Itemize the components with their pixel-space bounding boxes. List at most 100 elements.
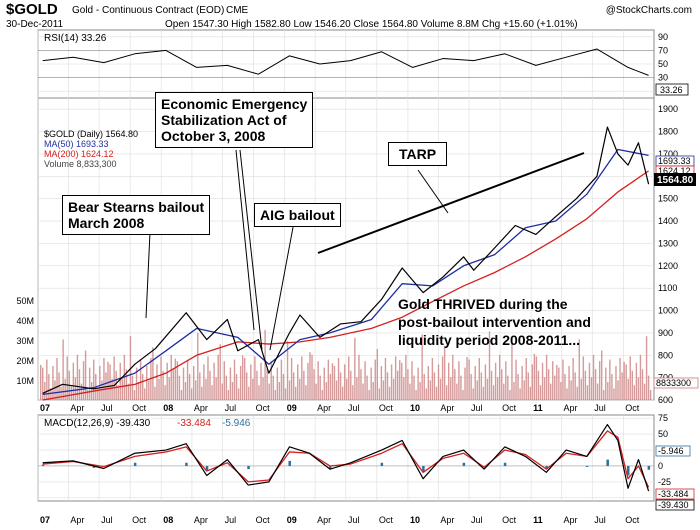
volume-bar <box>472 388 474 400</box>
macd-tick-label: -25 <box>658 477 671 487</box>
volume-bar <box>148 380 150 400</box>
volume-bar <box>244 358 246 400</box>
volume-bar <box>411 361 413 400</box>
volume-bar <box>329 374 332 400</box>
volume-bar <box>323 367 325 400</box>
volume-bar <box>207 356 209 400</box>
volume-bar <box>439 378 442 400</box>
price-legend-ma50: MA(50) 1693.33 <box>44 139 109 149</box>
volume-bar <box>205 378 207 400</box>
volume-bar <box>460 375 462 400</box>
volume-bar <box>219 344 221 400</box>
volume-bar <box>531 364 534 400</box>
volume-bar <box>490 370 493 400</box>
volume-bar <box>80 383 83 400</box>
volume-bar <box>554 375 556 400</box>
volume-bar <box>239 366 242 400</box>
volume-tick-label: 40M <box>16 316 34 326</box>
volume-bar <box>76 354 79 400</box>
volume-bar <box>517 374 519 400</box>
volume-bar <box>144 388 146 400</box>
volume-bar <box>156 364 158 400</box>
volume-bar <box>647 375 650 400</box>
macd-histogram-bar <box>288 460 291 466</box>
volume-bar <box>188 374 191 400</box>
volume-bar <box>66 356 68 400</box>
stabilization-act-pointer-2 <box>239 149 263 351</box>
volume-bar <box>543 377 546 400</box>
volume-bar <box>176 361 179 400</box>
volume-bar <box>262 377 264 400</box>
price-legend-volume: Volume 8,833,300 <box>44 159 117 169</box>
volume-bar <box>343 364 346 400</box>
annotation-bear-stearns: Bear Stearns bailout March 2008 <box>62 195 211 235</box>
macd-histogram-bar <box>185 462 188 466</box>
volume-bar <box>399 360 401 400</box>
volume-bar <box>598 361 601 400</box>
price-x-label: Apr <box>317 403 331 413</box>
stabilization-act-pointer <box>235 149 255 331</box>
price-tick-label: 1300 <box>658 238 678 248</box>
volume-bar <box>337 358 340 400</box>
rsi-tick-label: 50 <box>658 59 668 69</box>
volume-bar <box>288 380 291 400</box>
annotation-tarp: TARP <box>388 142 448 166</box>
price-tick-label: 1400 <box>658 216 678 226</box>
macd-x-label: Apr <box>440 515 454 525</box>
ma200-last-label: 1624.12 <box>658 166 691 176</box>
series-lines <box>41 48 651 492</box>
macd-tick-label: 50 <box>658 429 668 439</box>
volume-bar <box>570 380 572 400</box>
volume-bar <box>452 354 454 400</box>
volume-bar <box>403 377 405 400</box>
price-x-label: Oct <box>132 403 147 413</box>
price-x-label: Oct <box>379 403 394 413</box>
volume-bar <box>374 359 376 400</box>
price-tick-label: 1800 <box>658 127 678 137</box>
rsi-last-box <box>655 83 689 96</box>
volume-bar <box>42 367 44 400</box>
volume-bar <box>209 370 211 400</box>
volume-tick-label: 20M <box>16 356 34 366</box>
price-x-label: Oct <box>625 403 640 413</box>
volume-bar <box>266 369 268 400</box>
grid-lines <box>37 30 654 501</box>
macd-histogram-bar <box>133 462 137 466</box>
volume-bar <box>295 386 297 400</box>
macd-x-label: Oct <box>625 515 640 525</box>
volume-bar <box>346 378 348 400</box>
macd-histogram-bar <box>205 465 209 471</box>
volume-bar <box>54 380 56 400</box>
volume-bar <box>611 374 613 400</box>
volume-bar <box>635 362 638 400</box>
close-last-box <box>654 173 696 186</box>
macd-histogram-bar <box>503 462 507 466</box>
volume-bar <box>160 356 162 400</box>
volume-bar <box>103 358 105 400</box>
volume-bar <box>494 362 497 400</box>
volume-bar <box>113 356 115 400</box>
volume-bar <box>413 375 415 400</box>
volume-bar <box>241 355 244 400</box>
macd-legend-macd: MACD(12,26,9) -39.430 <box>44 418 151 429</box>
volume-bar <box>366 375 368 400</box>
volume-bar <box>225 375 228 400</box>
volume-bar <box>211 385 213 400</box>
price-tick-label: 1500 <box>658 194 678 204</box>
volume-bar <box>182 367 185 400</box>
volume-bar <box>88 367 91 400</box>
volume-bar <box>372 382 374 400</box>
volume-bar <box>560 382 562 400</box>
volume-bar <box>186 359 189 400</box>
volume-bar <box>474 366 476 400</box>
volume-bar <box>292 372 295 400</box>
volume-bar <box>166 362 168 400</box>
volume-bar <box>631 370 633 400</box>
volume-bar <box>299 378 301 400</box>
macd-hist-right-label: -5.946 <box>658 446 684 456</box>
volume-bar <box>627 378 629 400</box>
rsi-tick-label: 90 <box>658 32 668 42</box>
volume-tick-label: 30M <box>16 336 34 346</box>
volume-bar <box>523 380 525 400</box>
volume-bar <box>154 386 156 400</box>
